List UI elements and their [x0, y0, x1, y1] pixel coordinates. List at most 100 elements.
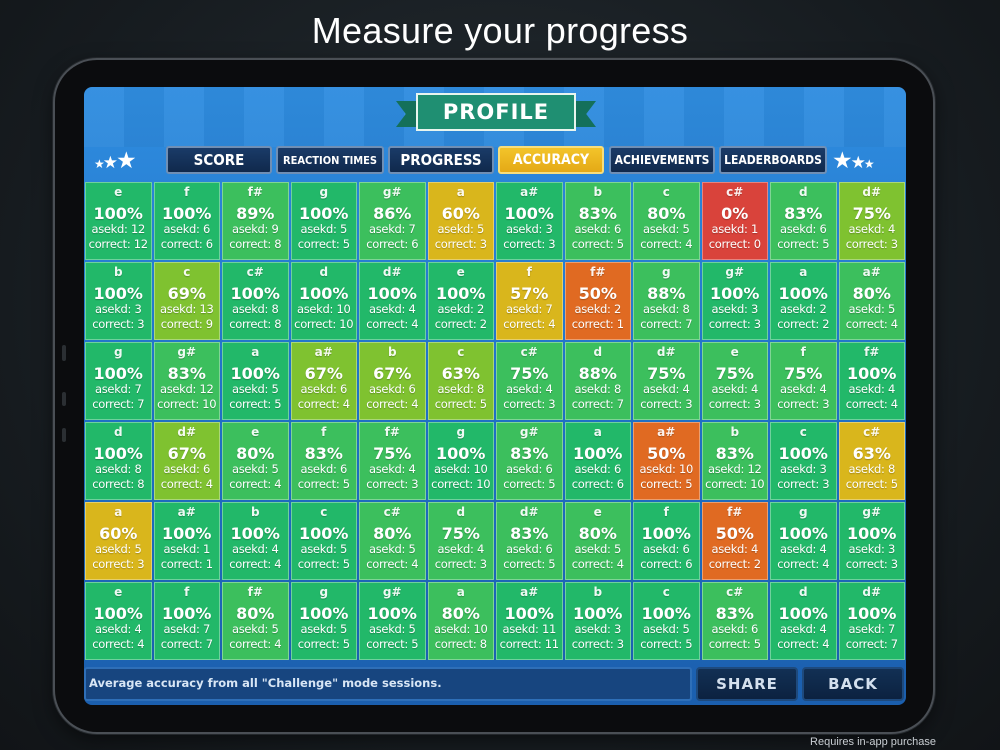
correct-count: correct: 2: [708, 557, 761, 571]
asked-count: asekd: 3: [848, 542, 896, 556]
back-button[interactable]: BACK: [802, 667, 904, 701]
note-label: b: [593, 185, 603, 199]
note-label: a: [456, 585, 465, 599]
correct-count: correct: 10: [294, 317, 354, 331]
asked-count: asekd: 5: [642, 622, 690, 636]
accuracy-percent: 50%: [578, 284, 617, 303]
note-cell: f# 100% asekd: 4 correct: 4: [838, 342, 905, 420]
correct-count: correct: 5: [297, 477, 350, 491]
note-cell: g 88% asekd: 8 correct: 7: [633, 262, 700, 340]
note-cell: c 80% asekd: 5 correct: 4: [633, 182, 700, 260]
asked-count: asekd: 1: [163, 542, 211, 556]
note-cell: d# 67% asekd: 6 correct: 4: [153, 422, 220, 500]
note-cell: a 60% asekd: 5 correct: 3: [85, 502, 152, 580]
note-cell: a 60% asekd: 5 correct: 3: [427, 182, 494, 260]
correct-count: correct: 4: [92, 637, 145, 651]
accuracy-percent: 100%: [299, 604, 349, 623]
note-label: g: [798, 505, 808, 519]
share-button[interactable]: SHARE: [696, 667, 798, 701]
asked-count: asekd: 5: [300, 222, 348, 236]
correct-count: correct: 3: [92, 557, 145, 571]
note-label: c#: [863, 425, 881, 439]
asked-count: asekd: 5: [368, 542, 416, 556]
note-cell: a# 100% asekd: 3 correct: 3: [496, 182, 563, 260]
asked-count: asekd: 4: [779, 622, 827, 636]
accuracy-percent: 100%: [367, 284, 417, 303]
note-cell: g# 100% asekd: 3 correct: 3: [701, 262, 768, 340]
accuracy-percent: 69%: [167, 284, 206, 303]
note-label: a: [114, 505, 123, 519]
note-cell: e 100% asekd: 2 correct: 2: [427, 262, 494, 340]
note-cell: d# 75% asekd: 4 correct: 3: [838, 182, 905, 260]
asked-count: asekd: 5: [300, 542, 348, 556]
tab-reaction-times[interactable]: REACTION TIMES: [276, 146, 384, 174]
asked-count: asekd: 10: [296, 302, 351, 316]
accuracy-percent: 57%: [510, 284, 549, 303]
asked-count: asekd: 6: [642, 542, 690, 556]
note-cell: a 100% asekd: 2 correct: 2: [770, 262, 837, 340]
note-label: c#: [726, 585, 744, 599]
accuracy-percent: 100%: [93, 284, 143, 303]
correct-count: correct: 4: [229, 637, 282, 651]
correct-count: correct: 4: [229, 477, 282, 491]
note-label: b: [113, 265, 123, 279]
correct-count: correct: 10: [157, 397, 217, 411]
note-label: f#: [247, 585, 263, 599]
note-label: a#: [520, 585, 539, 599]
accuracy-percent: 80%: [236, 604, 275, 623]
asked-count: asekd: 1: [711, 222, 759, 236]
note-label: f: [526, 265, 532, 279]
note-label: a: [593, 425, 602, 439]
accuracy-percent: 75%: [715, 364, 754, 383]
tab-score[interactable]: SCORE: [166, 146, 272, 174]
tab-accuracy[interactable]: ACCURACY: [498, 146, 604, 174]
note-label: f: [800, 345, 806, 359]
accuracy-percent: 83%: [715, 444, 754, 463]
note-label: b: [730, 425, 740, 439]
asked-count: asekd: 10: [433, 622, 488, 636]
tab-achievements[interactable]: ACHIEVEMENTS: [609, 146, 715, 174]
correct-count: correct: 6: [366, 237, 419, 251]
note-label: d: [319, 265, 329, 279]
note-label: d: [798, 185, 808, 199]
correct-count: correct: 4: [160, 477, 213, 491]
note-cell: g 100% asekd: 5 correct: 5: [290, 182, 357, 260]
accuracy-percent: 100%: [778, 444, 828, 463]
asked-count: asekd: 4: [94, 622, 142, 636]
correct-count: correct: 8: [229, 237, 282, 251]
note-cell: a# 67% asekd: 6 correct: 4: [290, 342, 357, 420]
note-cell: g# 83% asekd: 6 correct: 5: [496, 422, 563, 500]
accuracy-percent: 100%: [778, 524, 828, 543]
correct-count: correct: 8: [229, 317, 282, 331]
correct-count: correct: 0: [708, 237, 761, 251]
note-cell: a# 100% asekd: 1 correct: 1: [153, 502, 220, 580]
note-cell: a# 50% asekd: 10 correct: 5: [633, 422, 700, 500]
accuracy-percent: 100%: [436, 444, 486, 463]
note-label: g#: [177, 345, 197, 359]
accuracy-percent: 100%: [573, 444, 623, 463]
note-label: b: [593, 585, 603, 599]
accuracy-percent: 86%: [373, 204, 412, 223]
asked-count: asekd: 2: [437, 302, 485, 316]
note-cell: d# 75% asekd: 4 correct: 3: [633, 342, 700, 420]
note-cell: c# 83% asekd: 6 correct: 5: [701, 582, 768, 660]
note-cell: c# 0% asekd: 1 correct: 0: [701, 182, 768, 260]
note-cell: f 75% asekd: 4 correct: 3: [770, 342, 837, 420]
asked-count: asekd: 8: [574, 382, 622, 396]
tab-leaderboards[interactable]: LEADERBOARDS: [719, 146, 827, 174]
accuracy-percent: 100%: [436, 284, 486, 303]
profile-title: PROFILE: [416, 93, 576, 131]
note-cell: b 100% asekd: 3 correct: 3: [85, 262, 152, 340]
accuracy-percent: 100%: [299, 204, 349, 223]
accuracy-percent: 100%: [93, 444, 143, 463]
correct-count: correct: 4: [640, 237, 693, 251]
accuracy-percent: 100%: [93, 204, 143, 223]
asked-count: asekd: 8: [437, 382, 485, 396]
note-cell: g 100% asekd: 10 correct: 10: [427, 422, 494, 500]
tab-progress[interactable]: PROGRESS: [388, 146, 494, 174]
correct-count: correct: 5: [297, 637, 350, 651]
accuracy-percent: 60%: [99, 524, 138, 543]
note-cell: g# 100% asekd: 5 correct: 5: [359, 582, 426, 660]
asked-count: asekd: 4: [848, 222, 896, 236]
correct-count: correct: 4: [366, 397, 419, 411]
